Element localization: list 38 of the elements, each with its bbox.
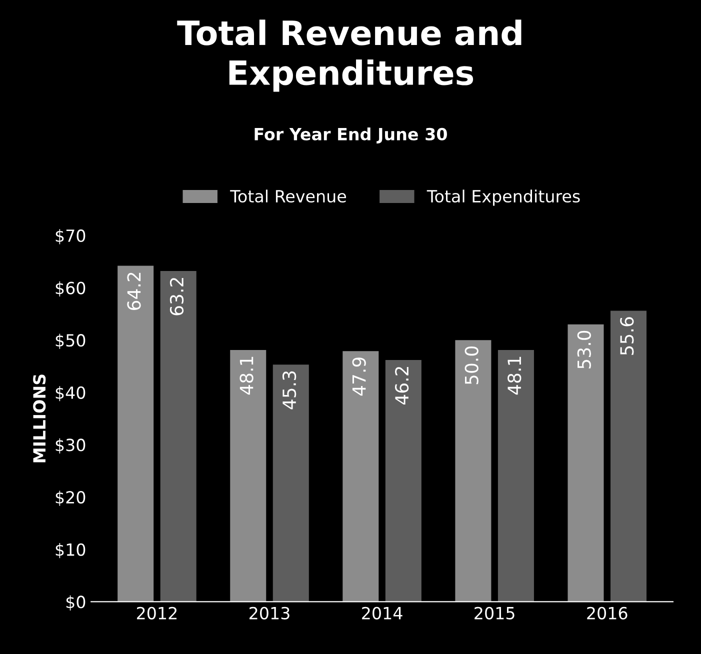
bar [498,350,534,602]
legend-label: Total Expenditures [426,190,580,206]
data-label: 48.1 [240,356,254,395]
data-label: 63.2 [170,278,184,316]
data-label: 46.2 [395,367,409,405]
data-label: 45.3 [282,371,296,410]
x-tick-label: 2016 [587,606,628,620]
x-tick-label: 2013 [250,606,290,620]
x-tick-label: 2012 [136,606,177,620]
y-tick-label: $30 [56,438,86,454]
data-label: 55.6 [620,317,634,355]
bar [230,350,266,602]
y-tick-label: $40 [56,386,86,402]
bar [160,271,196,602]
bar [118,266,154,602]
data-label: 48.1 [508,356,522,395]
x-tick-label: 2015 [474,606,514,620]
y-tick-label: $70 [56,229,86,244]
bar [455,340,492,602]
bar [610,310,647,602]
bar [568,324,604,602]
y-tick-label: $50 [56,334,86,349]
bar [385,360,422,602]
y-tick-label: $60 [56,281,86,297]
data-label: 53.0 [577,330,591,368]
chart-subtitle: For Year End June 30 [254,128,447,144]
bar [342,351,379,602]
x-tick-label: 2014 [362,606,402,620]
bar [272,364,309,602]
y-tick-label: $10 [56,543,86,558]
y-axis-title: MILLIONS [33,374,46,462]
data-label: 50.0 [464,346,478,384]
legend-label: Total Revenue [230,190,346,203]
y-tick-label: $0 [66,595,86,610]
data-label: 47.9 [352,358,366,396]
data-label: 64.2 [127,272,141,310]
y-tick-label: $20 [56,490,86,506]
chart-title: Total Revenue and Expenditures [177,20,522,92]
